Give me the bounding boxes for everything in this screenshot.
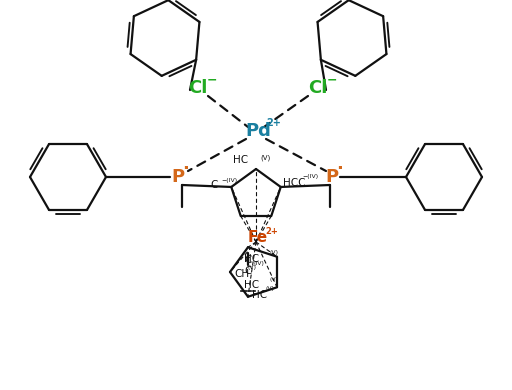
Text: C: C	[244, 255, 252, 265]
Text: C: C	[244, 266, 252, 276]
Text: HCC: HCC	[283, 178, 305, 188]
Text: P: P	[326, 168, 338, 186]
Text: ·: ·	[336, 160, 344, 178]
Text: Pd: Pd	[245, 122, 271, 140]
Text: (V): (V)	[248, 266, 257, 271]
Text: C: C	[210, 180, 217, 190]
Text: (V): (V)	[269, 250, 278, 255]
Text: 2+: 2+	[266, 227, 279, 236]
Text: HC: HC	[244, 280, 259, 290]
Text: (V): (V)	[269, 277, 278, 282]
Text: (V): (V)	[260, 154, 270, 161]
Text: ·: ·	[183, 160, 189, 178]
Text: −: −	[327, 73, 337, 87]
Text: Cl: Cl	[308, 79, 328, 97]
Text: HC: HC	[252, 290, 267, 300]
Text: −: −	[207, 73, 217, 87]
Text: Cl: Cl	[188, 79, 208, 97]
Text: HC: HC	[233, 155, 248, 165]
Text: Fe: Fe	[248, 230, 268, 245]
Text: 2+: 2+	[267, 118, 282, 128]
Text: (V): (V)	[266, 286, 275, 291]
Text: P: P	[172, 168, 184, 186]
Text: −(IV): −(IV)	[221, 179, 238, 183]
Text: HC: HC	[244, 254, 259, 264]
Text: (IV): (IV)	[254, 261, 265, 266]
Text: CH: CH	[234, 269, 249, 279]
Text: −(IV): −(IV)	[303, 174, 319, 179]
